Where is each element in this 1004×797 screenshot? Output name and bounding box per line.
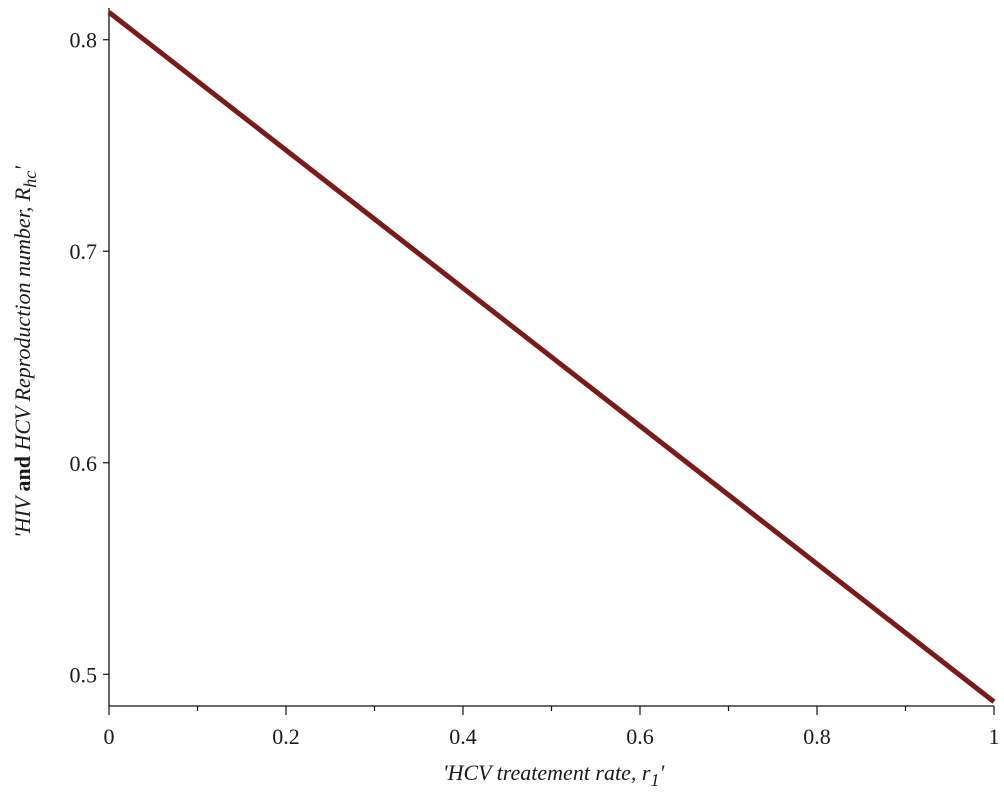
x-title-prefix: ' [443, 760, 448, 785]
x-tick-label: 0.4 [449, 724, 477, 749]
y-title-part1: HIV [10, 491, 35, 534]
x-title-suffix: ' [659, 760, 664, 785]
x-tick-label: 0.8 [803, 724, 831, 749]
y-title-part2: and [10, 456, 35, 491]
plot-area: 0 0.2 0.4 0.6 0.8 1 0.5 0.6 0.7 0.8 [70, 8, 1000, 749]
y-title-prefix: ' [10, 533, 35, 538]
y-axis-title: 'HIV and HCV Reproduction number, Rhc' [10, 166, 40, 538]
x-title-subscript: 1 [650, 770, 659, 790]
y-ticks: 0.5 0.6 0.7 0.8 [70, 28, 109, 687]
y-title-subscript: hc [20, 171, 40, 188]
y-title-part3: HCV Reproduction number, R [10, 187, 35, 456]
x-tick-label: 0.2 [272, 724, 300, 749]
series-layer [107, 10, 996, 704]
y-title-suffix: ' [10, 166, 35, 171]
y-tick-label: 0.8 [70, 28, 98, 53]
x-title-text: HCV treatement rate, r [447, 760, 651, 785]
x-tick-label: 0.6 [626, 724, 654, 749]
x-tick-label: 0 [104, 724, 115, 749]
x-axis-title: 'HCV treatement rate, r1' [443, 760, 665, 790]
y-tick-label: 0.6 [70, 451, 98, 476]
y-tick-label: 0.5 [70, 662, 98, 687]
y-tick-label: 0.7 [70, 239, 98, 264]
series-line [107, 10, 996, 704]
x-ticks: 0 0.2 0.4 0.6 0.8 1 [104, 706, 1000, 749]
x-tick-label: 1 [989, 724, 1000, 749]
